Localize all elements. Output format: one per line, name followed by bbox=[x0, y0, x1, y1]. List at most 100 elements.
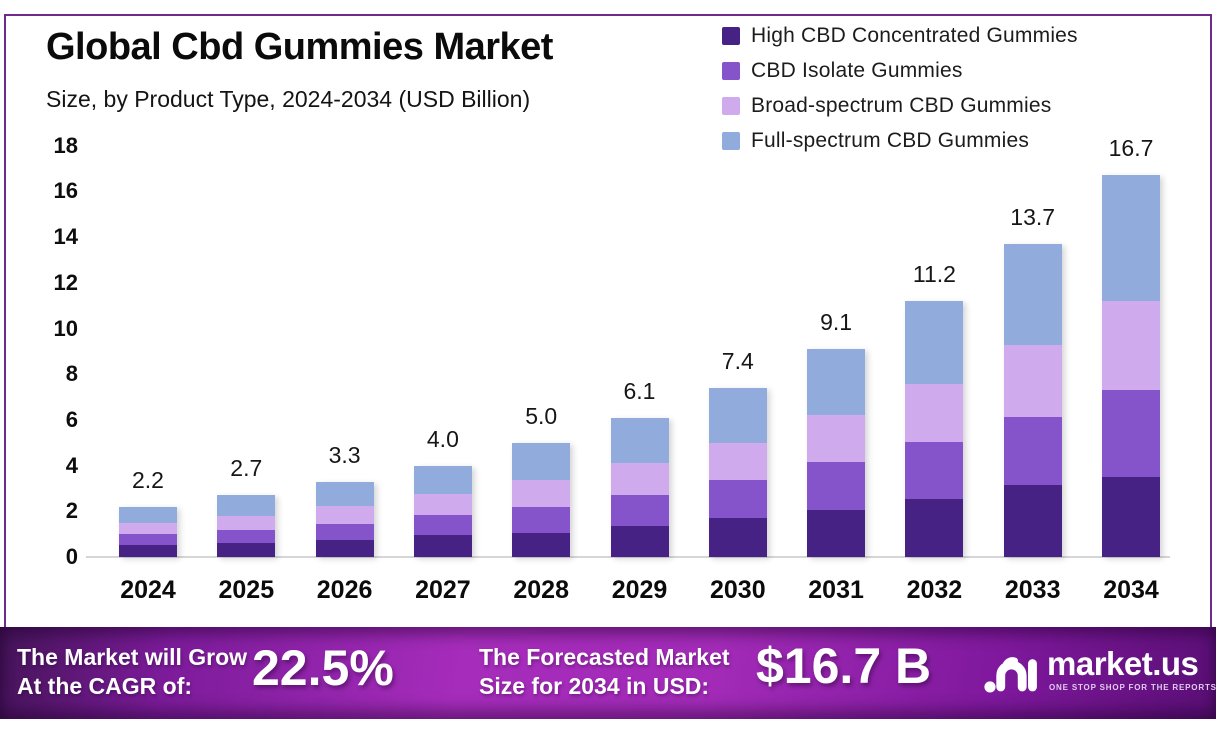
bar-value-label: 5.0 bbox=[525, 402, 558, 429]
brand-logo: market.us ONE STOP SHOP FOR THE REPORTS bbox=[983, 642, 1216, 704]
x-axis-label-2029: 2029 bbox=[611, 576, 668, 604]
bar-2032 bbox=[905, 301, 964, 557]
chart-plot: 0 2 4 6 8 10 12 14 16 18 2.2 2024 2.7 2025 3.3 2026 4.0 2… bbox=[53, 132, 1170, 604]
x-axis-label-2026: 2026 bbox=[316, 576, 373, 604]
forecast-label-line2: Size for 2034 in USD: bbox=[479, 673, 710, 699]
bar-2025 bbox=[217, 495, 276, 557]
bar-value-label: 9.1 bbox=[820, 309, 853, 336]
bar-2033 bbox=[1003, 244, 1062, 558]
bar-segment-2033-broad-spectrum-cbd-gummies bbox=[1003, 344, 1062, 417]
bar-segment-2024-full-spectrum-cbd-gummies bbox=[119, 506, 177, 523]
bar-segment-2032-high-cbd-concentrated-gummies bbox=[905, 498, 964, 557]
brand-tagline: ONE STOP SHOP FOR THE REPORTS bbox=[1049, 683, 1216, 692]
x-axis-label-2033: 2033 bbox=[1004, 576, 1061, 604]
bar-segment-2025-broad-spectrum-cbd-gummies bbox=[217, 515, 276, 530]
y-axis-tick-label: 8 bbox=[65, 361, 78, 387]
bar-segment-2025-full-spectrum-cbd-gummies bbox=[217, 495, 276, 516]
bar-2024 bbox=[119, 506, 177, 557]
cagr-value: 22.5% bbox=[252, 640, 394, 696]
bar-segment-2029-broad-spectrum-cbd-gummies bbox=[610, 463, 669, 496]
forecast-label: The Forecasted Market Size for 2034 in U… bbox=[479, 643, 730, 701]
bar-segment-2032-full-spectrum-cbd-gummies bbox=[905, 301, 964, 385]
market-us-logo-icon bbox=[984, 657, 1037, 693]
bar-2029 bbox=[610, 417, 669, 557]
bar-segment-2027-full-spectrum-cbd-gummies bbox=[413, 465, 472, 495]
bar-segment-2028-broad-spectrum-cbd-gummies bbox=[512, 480, 571, 507]
bar-value-label: 2.7 bbox=[230, 455, 263, 482]
bar-segment-2031-broad-spectrum-cbd-gummies bbox=[807, 415, 866, 463]
legend-label: CBD Isolate Gummies bbox=[751, 59, 963, 82]
bar-value-label: 3.3 bbox=[328, 441, 361, 468]
bar-segment-2025-cbd-isolate-gummies bbox=[217, 529, 276, 544]
legend-label: High CBD Concentrated Gummies bbox=[751, 24, 1078, 47]
y-axis-tick-label: 12 bbox=[53, 269, 78, 295]
bar-segment-2030-high-cbd-concentrated-gummies bbox=[708, 518, 767, 557]
bar-segment-2027-broad-spectrum-cbd-gummies bbox=[413, 494, 472, 515]
brand-name: market.us bbox=[1047, 645, 1199, 682]
cagr-label: The Market will Grow At the CAGR of: bbox=[17, 643, 247, 701]
bar-segment-2030-full-spectrum-cbd-gummies bbox=[708, 387, 767, 443]
bar-segment-2034-full-spectrum-cbd-gummies bbox=[1102, 175, 1160, 302]
bar-value-label: 6.1 bbox=[623, 377, 656, 404]
bar-segment-2029-high-cbd-concentrated-gummies bbox=[610, 526, 669, 557]
legend-swatch bbox=[722, 27, 740, 45]
forecast-label-line1: The Forecasted Market bbox=[479, 644, 730, 670]
bar-segment-2033-full-spectrum-cbd-gummies bbox=[1003, 244, 1062, 345]
bar-segment-2024-cbd-isolate-gummies bbox=[119, 534, 177, 546]
legend-item: High CBD Concentrated Gummies bbox=[722, 22, 1078, 50]
bar-segment-2028-full-spectrum-cbd-gummies bbox=[512, 442, 571, 481]
bar-segment-2031-full-spectrum-cbd-gummies bbox=[807, 349, 866, 416]
bar-segment-2025-high-cbd-concentrated-gummies bbox=[217, 543, 276, 557]
bar-segment-2034-cbd-isolate-gummies bbox=[1102, 390, 1160, 477]
cagr-label-line2: At the CAGR of: bbox=[17, 673, 193, 699]
cagr-label-line1: The Market will Grow bbox=[17, 644, 248, 670]
bar-value-label: 4.0 bbox=[426, 425, 459, 452]
x-axis-label-2030: 2030 bbox=[709, 576, 766, 604]
y-axis-tick-label: 16 bbox=[53, 178, 78, 204]
legend-item: Broad-spectrum CBD Gummies bbox=[722, 92, 1078, 120]
footer-banner: The Market will Grow At the CAGR of: 22.… bbox=[0, 627, 1216, 719]
legend-item: Full-spectrum CBD Gummies bbox=[722, 127, 1078, 155]
bar-segment-2024-high-cbd-concentrated-gummies bbox=[119, 545, 177, 557]
bar-2027 bbox=[413, 465, 472, 558]
x-axis-label-2034: 2034 bbox=[1103, 576, 1159, 604]
bar-value-label: 11.2 bbox=[912, 261, 956, 288]
x-axis-label-2031: 2031 bbox=[808, 576, 864, 604]
legend-label: Full-spectrum CBD Gummies bbox=[751, 129, 1030, 152]
bar-segment-2034-high-cbd-concentrated-gummies bbox=[1102, 476, 1160, 557]
bar-value-label: 2.2 bbox=[132, 466, 164, 493]
page-title: Global Cbd Gummies Market bbox=[46, 26, 553, 68]
legend-swatch bbox=[722, 62, 740, 80]
chart-legend: High CBD Concentrated Gummies CBD Isolate… bbox=[722, 22, 1078, 162]
bar-segment-2031-high-cbd-concentrated-gummies bbox=[807, 510, 866, 557]
x-axis-label-2027: 2027 bbox=[415, 576, 471, 604]
bar-segment-2034-broad-spectrum-cbd-gummies bbox=[1102, 301, 1160, 391]
bar-segment-2029-cbd-isolate-gummies bbox=[610, 495, 669, 527]
legend-label: Broad-spectrum CBD Gummies bbox=[751, 94, 1052, 117]
bar-segment-2032-cbd-isolate-gummies bbox=[905, 441, 964, 499]
bar-segment-2033-cbd-isolate-gummies bbox=[1003, 416, 1062, 486]
bar-segment-2026-full-spectrum-cbd-gummies bbox=[315, 481, 374, 506]
legend-item: CBD Isolate Gummies bbox=[722, 57, 1078, 85]
legend-swatch bbox=[722, 97, 740, 115]
y-axis-tick-label: 6 bbox=[65, 406, 78, 432]
bar-segment-2032-broad-spectrum-cbd-gummies bbox=[905, 384, 964, 442]
bar-segment-2030-cbd-isolate-gummies bbox=[708, 480, 767, 519]
bar-2026 bbox=[315, 481, 374, 557]
x-axis-label-2025: 2025 bbox=[218, 576, 275, 604]
bar-segment-2024-broad-spectrum-cbd-gummies bbox=[119, 522, 177, 535]
x-axis-line bbox=[86, 556, 1170, 558]
bar-segment-2028-cbd-isolate-gummies bbox=[512, 506, 571, 534]
bar-segment-2029-full-spectrum-cbd-gummies bbox=[610, 417, 669, 464]
bar-segment-2027-cbd-isolate-gummies bbox=[413, 514, 472, 536]
bar-2034 bbox=[1102, 175, 1160, 557]
y-axis-tick-label: 18 bbox=[53, 132, 78, 158]
bar-value-label: 13.7 bbox=[1010, 204, 1056, 230]
bar-segment-2033-high-cbd-concentrated-gummies bbox=[1003, 485, 1062, 558]
x-axis-label-2024: 2024 bbox=[120, 576, 176, 604]
page-subtitle: Size, by Product Type, 2024-2034 (USD Bi… bbox=[46, 86, 531, 112]
bar-segment-2031-cbd-isolate-gummies bbox=[807, 462, 866, 511]
y-axis-tick-label: 0 bbox=[65, 544, 78, 569]
bar-segment-2030-broad-spectrum-cbd-gummies bbox=[708, 442, 767, 481]
